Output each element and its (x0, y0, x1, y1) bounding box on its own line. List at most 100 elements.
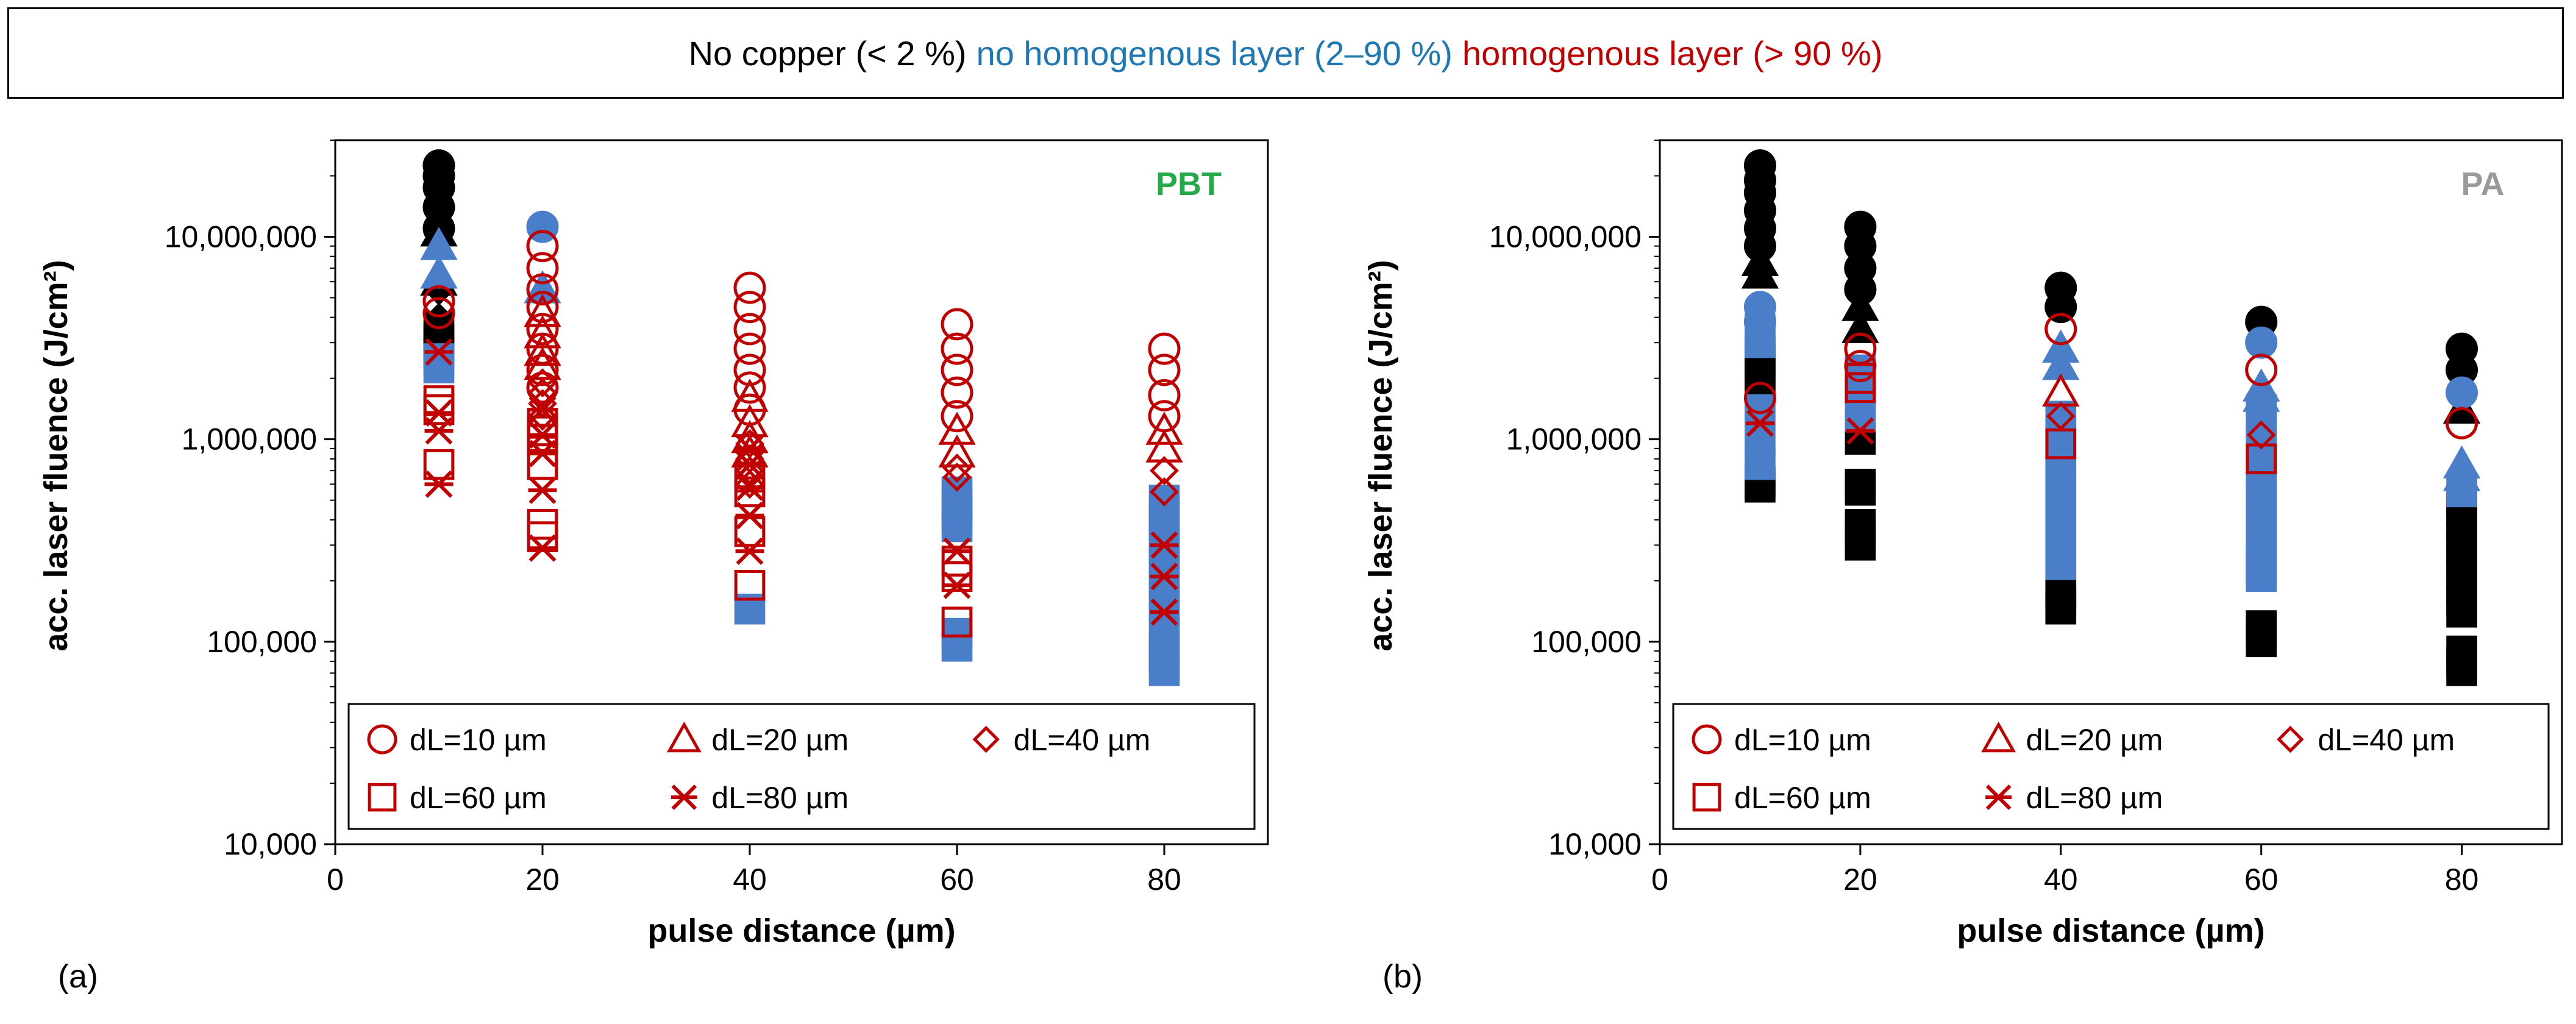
data-point-circle-full (733, 332, 766, 365)
data-point-star-full (1150, 598, 1179, 626)
data-point-triangle-full (2042, 373, 2080, 407)
data-point-square-full (2045, 428, 2077, 460)
legend-label: dL=80 µm (2026, 781, 2163, 815)
panel-label: (b) (1382, 958, 1423, 995)
panel-label: (a) (58, 958, 98, 995)
data-point-star-full (1150, 531, 1179, 559)
x-tick-label: 80 (1147, 862, 1181, 897)
plot-area-frame (334, 139, 1269, 845)
marker-legend-box (1672, 703, 2550, 830)
data-point-star-full (424, 417, 454, 445)
data-point-circle-full (526, 230, 559, 263)
data-point-square-partial (2045, 549, 2077, 580)
legend-marker-circle (367, 724, 397, 755)
data-point-circle-full (526, 291, 559, 324)
legend-marker-star (671, 784, 697, 810)
plot-area-frame (1659, 139, 2563, 845)
chart-panel-b: 10,000 100,000 1,000,000 10,000,000 0 20 40 60 8… (1362, 139, 2563, 995)
data-point-circle-full (733, 271, 766, 304)
data-point-star-full (942, 537, 972, 565)
x-tick-label: 40 (2044, 862, 2078, 897)
legend-label: dL=20 µm (711, 723, 849, 757)
data-point-circle-none (2044, 291, 2077, 324)
data-point-circle-full (526, 252, 559, 285)
data-point-circle-partial (2245, 326, 2278, 359)
data-point-triangle-full (524, 332, 561, 366)
x-tick-label: 0 (327, 862, 344, 897)
data-point-star-full (1846, 417, 1875, 445)
data-point-square-none (2045, 593, 2077, 625)
banner-homogenous-layer: homogenous layer (> 90 %) (1462, 34, 1883, 73)
data-point-square-full (734, 569, 766, 601)
data-point-triangle-full (524, 294, 561, 327)
x-tick-label: 60 (2244, 862, 2279, 897)
data-point-circle-full (526, 354, 559, 386)
y-tick-label: 10,000 (224, 827, 317, 861)
data-point-square-full (423, 449, 455, 480)
legend-marker-circle (1692, 724, 1722, 755)
data-point-diamond-full (942, 453, 972, 483)
data-point-square-none (2446, 655, 2477, 686)
data-point-square-partial (423, 352, 455, 383)
data-point-circle-full (941, 354, 973, 386)
data-point-star-full (735, 473, 764, 501)
data-point-triangle-none (1841, 310, 1879, 343)
data-point-square-full (527, 449, 558, 480)
data-point-diamond-full (942, 462, 972, 492)
chart-panel-a: 10,000 100,000 1,000,000 10,000,000 0 20 40 60 8… (38, 139, 1269, 995)
data-point-square-partial (2446, 476, 2477, 508)
data-point-star-full (942, 571, 972, 599)
category-legend-banner: No copper (< 2 %) no homogenous layer (2… (7, 7, 2564, 99)
data-point-square-partial (1148, 655, 1180, 686)
data-point-triangle-full (1145, 429, 1183, 463)
data-point-square-partial (1845, 400, 1876, 432)
data-point-circle-full (422, 297, 455, 330)
material-label: PBT (1156, 166, 1222, 202)
data-point-circle-full (526, 313, 559, 346)
legend-marker-square (368, 783, 397, 812)
y-tick-label: 1,000,000 (1506, 422, 1642, 457)
data-points (1741, 149, 2481, 686)
data-point-square-partial (1745, 424, 1776, 455)
data-point-circle-full (2446, 407, 2478, 439)
data-point-circle-full (1148, 332, 1181, 365)
data-point-diamond-full (528, 401, 557, 431)
data-point-square-partial (2246, 561, 2277, 592)
x-tick-label: 80 (2445, 862, 2479, 897)
data-point-diamond-full (528, 368, 557, 397)
data-point-square-full (941, 606, 973, 638)
legend-label: dL=60 µm (410, 781, 547, 815)
data-point-triangle-none (1741, 255, 1779, 289)
x-tick-label: 0 (1651, 862, 1668, 897)
data-point-circle-full (2245, 354, 2278, 386)
data-point-triangle-full (524, 315, 561, 349)
legend-label: dL=40 µm (2318, 723, 2455, 757)
x-tick-label: 20 (525, 862, 560, 897)
data-point-diamond-full (735, 456, 764, 486)
data-point-star-full (735, 537, 764, 565)
data-point-square-partial (1745, 449, 1776, 480)
x-tick-label: 40 (733, 862, 767, 897)
y-tick-label: 1,000,000 (182, 422, 317, 457)
x-tick-label: 20 (1843, 862, 1877, 897)
data-point-circle-full (733, 313, 766, 346)
data-points (420, 149, 1183, 686)
y-axis-label: acc. laser fluence (J/cm²) (38, 260, 74, 651)
y-tick-label: 10,000,000 (165, 219, 317, 254)
data-point-circle-full (733, 291, 766, 324)
legend-marker-square (1692, 783, 1721, 812)
data-point-square-full (2246, 443, 2277, 475)
data-point-triangle-full (1145, 411, 1183, 445)
legend-marker-diamond (2277, 725, 2304, 753)
data-point-star-full (528, 439, 557, 468)
data-point-star-full (424, 470, 454, 498)
data-point-triangle-partial (420, 255, 458, 289)
banner-no-copper: No copper (< 2 %) (688, 34, 967, 73)
x-tick-label: 60 (940, 862, 974, 897)
data-point-square-full (941, 561, 973, 592)
y-tick-label: 10,000,000 (1489, 219, 1642, 254)
data-point-star-full (528, 396, 557, 424)
data-point-square-partial (941, 511, 973, 542)
data-point-circle-full (941, 400, 973, 433)
